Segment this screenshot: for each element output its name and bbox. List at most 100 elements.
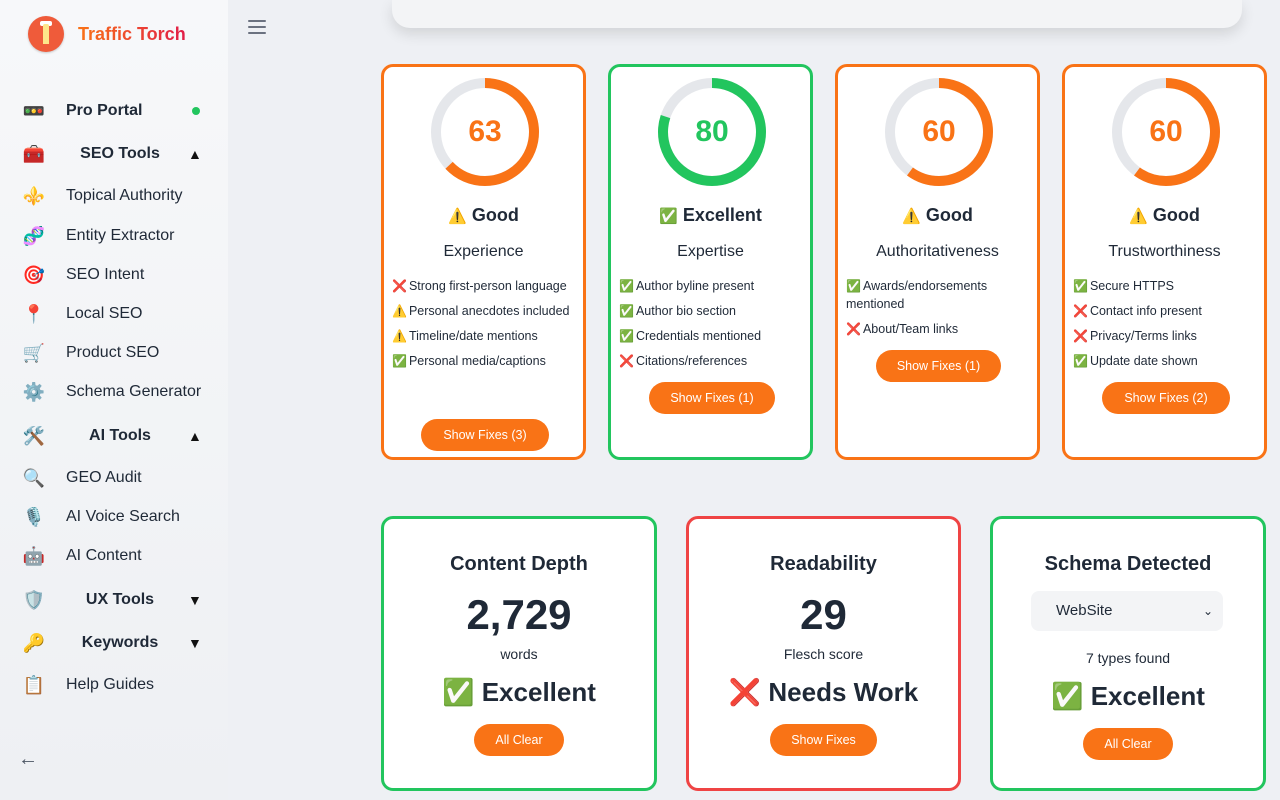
- key-icon: 🔑: [22, 633, 46, 653]
- status-label: Excellent: [481, 677, 596, 707]
- warning-icon: ⚠️: [392, 329, 407, 343]
- brand-name: Traffic Torch: [78, 23, 186, 44]
- sidebar-item-label: Topical Authority: [66, 187, 183, 204]
- category-title: Authoritativeness: [876, 243, 999, 260]
- check-text: Update date shown: [1089, 354, 1198, 368]
- sidebar-item-ai-content[interactable]: 🤖 AI Content: [0, 541, 228, 571]
- sidebar-item-ai-voice-search[interactable]: 🎙️ AI Voice Search: [0, 502, 228, 532]
- check-item: ✅ Secure HTTPS: [1073, 277, 1256, 295]
- sidebar-item-product-seo[interactable]: 🛒 Product SEO: [0, 338, 228, 368]
- schema-card: Schema Detected WebSite ⌄ 7 types found …: [990, 516, 1266, 791]
- score-value: 60: [922, 115, 956, 148]
- check-text: About/Team links: [862, 322, 959, 336]
- show-fixes-button[interactable]: Show Fixes (1): [876, 350, 1001, 382]
- check-icon: ✅: [392, 354, 407, 368]
- grade-label: ⚠️ Good: [1065, 205, 1264, 226]
- cross-icon: ❌: [392, 279, 407, 293]
- gauge-fill: [885, 78, 993, 186]
- gauge-fill: [431, 78, 539, 186]
- status-label: Excellent: [1090, 681, 1205, 711]
- grade-text: Good: [471, 205, 519, 225]
- sidebar-item-label: Entity Extractor: [66, 227, 175, 244]
- show-fixes-button[interactable]: Show Fixes (2): [1102, 382, 1230, 414]
- toolbox-icon: 🧰: [22, 144, 46, 164]
- grade-label: ✅ Excellent: [611, 205, 810, 226]
- cross-icon: ❌: [846, 322, 861, 336]
- magnifier-icon: 🔍: [22, 468, 46, 488]
- sidebar-item-label: AI Voice Search: [66, 508, 180, 525]
- sidebar-item-ux-tools[interactable]: 🛡️ UX Tools ▼: [0, 585, 228, 615]
- grade-label: ⚠️ Good: [838, 205, 1037, 226]
- caret-up-icon[interactable]: ▲: [188, 428, 202, 444]
- caret-up-icon[interactable]: ▲: [188, 146, 202, 162]
- gear-icon: ⚙️: [22, 382, 46, 402]
- score-ring: [1112, 78, 1220, 186]
- score-value: 60: [1149, 115, 1183, 148]
- sidebar-item-label: Local SEO: [66, 305, 143, 322]
- check-text: Awards/endorsements mentioned: [846, 279, 988, 311]
- all-clear-button[interactable]: All Clear: [1083, 728, 1173, 760]
- check-text: Contact info present: [1089, 304, 1202, 318]
- warning-icon: ⚠️: [902, 208, 921, 225]
- check-icon: ✅: [619, 329, 634, 343]
- caret-down-icon[interactable]: ▼: [188, 635, 202, 651]
- category-title: Trustworthiness: [1108, 243, 1221, 260]
- check-item: ✅ Personal media/captions: [392, 352, 575, 370]
- eeat-card-expertise: 80 ✅ Excellent Expertise ✅ Author byline pre…: [608, 64, 813, 460]
- sidebar-item-entity-extractor[interactable]: 🧬 Entity Extractor: [0, 221, 228, 251]
- sidebar-item-schema-generator[interactable]: ⚙️ Schema Generator: [0, 377, 228, 407]
- caret-down-icon[interactable]: ▼: [188, 592, 202, 608]
- cross-icon: ❌: [1073, 329, 1088, 343]
- check-icon: ✅: [1073, 354, 1088, 368]
- show-fixes-button[interactable]: Show Fixes (3): [421, 419, 549, 451]
- cross-icon: ❌: [1073, 304, 1088, 318]
- sidebar-item-topical-authority[interactable]: ⚜️ Topical Authority: [0, 181, 228, 211]
- sidebar-item-seo-tools[interactable]: 🧰 SEO Tools ▲: [0, 139, 228, 169]
- sidebar-item-label: AI Content: [66, 547, 142, 564]
- check-text: Personal media/captions: [408, 354, 546, 368]
- target-icon: 🎯: [22, 265, 46, 285]
- check-text: Strong first-person language: [408, 279, 567, 293]
- check-item: ✅ Credentials mentioned: [619, 327, 802, 345]
- grade-text: Good: [925, 205, 973, 225]
- check-item: ⚠️ Personal anecdotes included: [392, 302, 575, 320]
- sidebar-item-seo-intent[interactable]: 🎯 SEO Intent: [0, 260, 228, 290]
- all-clear-button[interactable]: All Clear: [474, 724, 564, 756]
- sidebar-item-local-seo[interactable]: 📍 Local SEO: [0, 299, 228, 329]
- score-ring: [885, 78, 993, 186]
- robot-icon: 🤖: [22, 546, 46, 566]
- check-item: ❌ Privacy/Terms links: [1073, 327, 1256, 345]
- check-list: ✅ Awards/endorsements mentioned ❌ About/Tea…: [846, 277, 1029, 345]
- schema-type-select[interactable]: WebSite ⌄: [1031, 591, 1223, 631]
- collapse-sidebar-icon[interactable]: ←: [18, 748, 38, 770]
- sidebar-item-label: SEO Tools: [80, 145, 160, 162]
- warning-icon: ⚠️: [392, 304, 407, 318]
- pin-icon: 📍: [22, 304, 46, 324]
- gauge-fill: [1112, 78, 1220, 186]
- sidebar-item-label: Keywords: [81, 634, 159, 651]
- show-fixes-button[interactable]: Show Fixes: [770, 724, 877, 756]
- sidebar-item-keywords[interactable]: 🔑 Keywords ▼: [0, 628, 228, 658]
- sidebar-item-label: Schema Generator: [66, 383, 202, 400]
- sidebar-item-ai-tools[interactable]: 🛠️ AI Tools ▲: [0, 421, 228, 451]
- show-fixes-button[interactable]: Show Fixes (1): [649, 382, 775, 414]
- traffic-light-icon: 🚥: [22, 101, 46, 121]
- check-icon: ✅: [659, 208, 678, 225]
- content-depth-card: Content Depth 2,729 words ✅ Excellent Al…: [381, 516, 657, 791]
- clipboard-icon: 📋: [22, 675, 46, 695]
- hamburger-menu-icon[interactable]: [248, 20, 266, 36]
- cross-icon: ❌: [728, 677, 762, 707]
- eeat-card-experience: 63 ⚠️ Good Experience ❌ Strong first-person …: [381, 64, 586, 460]
- check-item: ❌ Contact info present: [1073, 302, 1256, 320]
- gauge-fill: [658, 78, 766, 186]
- status-label: Needs Work: [768, 677, 919, 707]
- check-text: Timeline/date mentions: [408, 329, 538, 343]
- cart-icon: 🛒: [22, 343, 46, 363]
- sidebar-item-help-guides[interactable]: 📋 Help Guides: [0, 670, 228, 700]
- brand[interactable]: Traffic Torch: [28, 16, 186, 52]
- sidebar-item-geo-audit[interactable]: 🔍 GEO Audit: [0, 463, 228, 493]
- check-item: ✅ Awards/endorsements mentioned: [846, 277, 1029, 313]
- sidebar-item-pro-portal[interactable]: 🚥 Pro Portal: [0, 96, 228, 126]
- check-text: Credentials mentioned: [635, 329, 762, 343]
- flesch-score-unit: Flesch score: [783, 646, 864, 662]
